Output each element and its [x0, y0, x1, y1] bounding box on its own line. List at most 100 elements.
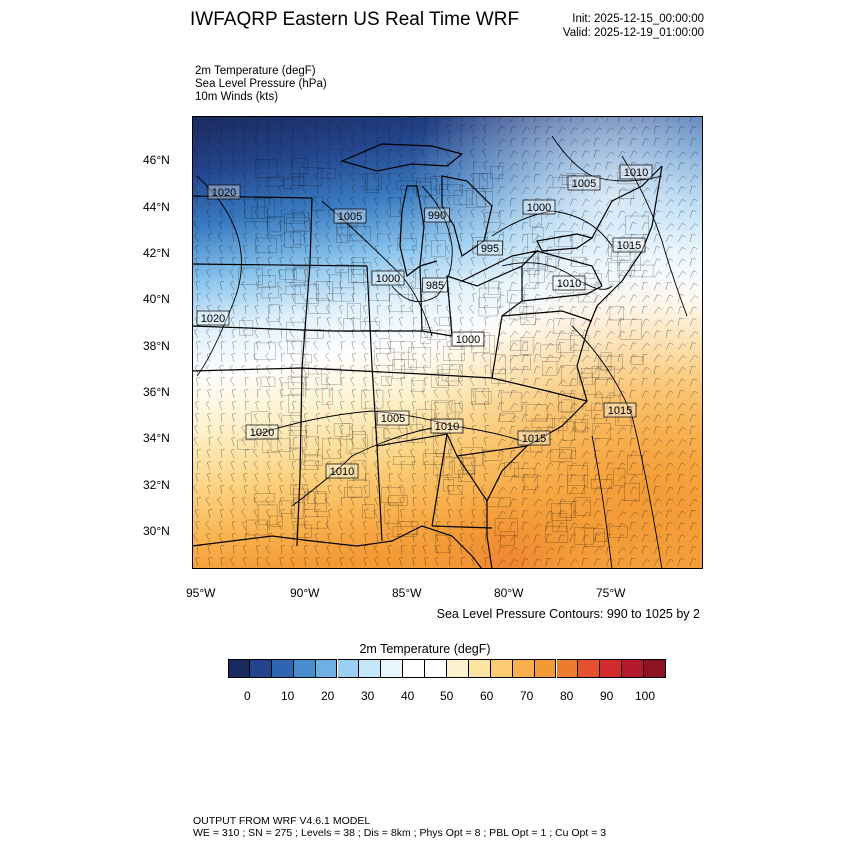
svg-text:1010: 1010 — [624, 167, 648, 179]
lake-michigan — [399, 185, 425, 278]
colorbar-swatch — [468, 659, 491, 678]
colorbar-swatch — [293, 659, 316, 678]
lat-label: 46°N — [143, 153, 170, 167]
colorbar-swatch — [512, 659, 535, 678]
chart-title: IWFAQRP Eastern US Real Time WRF — [190, 9, 520, 30]
pressure-label: 1015 — [603, 402, 637, 418]
svg-text:1010: 1010 — [330, 466, 354, 478]
colorbar-tick: 60 — [480, 689, 494, 703]
valid-time: Valid: 2025-12-19_01:00:00 — [562, 27, 704, 39]
colorbar-swatch — [315, 659, 338, 678]
svg-text:1000: 1000 — [456, 334, 480, 346]
colorbar-swatch — [490, 659, 513, 678]
lon-label: 85°W — [392, 586, 422, 600]
colorbar-tick: 0 — [244, 689, 251, 703]
colorbar-swatch — [447, 659, 469, 678]
lat-label: 44°N — [143, 200, 170, 214]
weather-map: 1020 1005 990 995 1000 1005 1010 1015 1010 1000 98… — [192, 116, 703, 569]
colorbar-tick: 100 — [635, 689, 656, 703]
colorbar-tick: 50 — [440, 689, 454, 703]
lon-label: 75°W — [596, 586, 626, 600]
colorbar-tick: 30 — [361, 689, 375, 703]
pressure-label: 1015 — [517, 430, 551, 446]
colorbar-swatch — [534, 659, 557, 678]
colorbar — [228, 659, 666, 678]
coastline-east — [486, 165, 663, 569]
colorbar-swatch — [578, 659, 601, 678]
field-label-pressure: Sea Level Pressure (hPa) — [195, 78, 327, 90]
pressure-label: 990 — [424, 207, 450, 223]
pressure-labels: 1020 1005 990 995 1000 1005 1010 1015 1010 1000 98… — [196, 164, 653, 479]
svg-text:1000: 1000 — [376, 273, 400, 285]
lake-huron — [441, 175, 493, 257]
colorbar-tick: 10 — [281, 689, 295, 703]
pressure-label: 985 — [422, 277, 448, 293]
colorbar-swatch — [600, 659, 623, 678]
colorbar-swatch — [425, 659, 447, 678]
colorbar-swatch — [228, 659, 250, 678]
colorbar-swatch — [403, 659, 426, 678]
pressure-label: 1000 — [451, 331, 485, 347]
svg-text:1015: 1015 — [617, 240, 641, 252]
lat-label: 40°N — [143, 292, 170, 306]
pressure-label: 995 — [477, 240, 503, 256]
svg-text:1005: 1005 — [338, 211, 362, 223]
field-label-winds: 10m Winds (kts) — [195, 91, 279, 103]
colorbar-tick: 70 — [520, 689, 534, 703]
colorbar-swatch — [644, 659, 666, 678]
pressure-label: 1020 — [196, 310, 230, 326]
colorbar-swatch — [381, 659, 404, 678]
svg-text:995: 995 — [481, 243, 499, 255]
colorbar-swatch — [622, 659, 645, 678]
lake-erie — [460, 250, 539, 287]
pressure-label: 1005 — [333, 208, 367, 224]
footer-config: WE = 310 ; SN = 275 ; Levels = 38 ; Dis … — [193, 827, 607, 839]
field-label-temperature: 2m Temperature (degF) — [195, 65, 316, 77]
lake-superior — [340, 143, 464, 172]
lat-label: 34°N — [143, 431, 170, 445]
svg-text:1010: 1010 — [435, 421, 459, 433]
svg-text:1015: 1015 — [608, 405, 632, 417]
svg-text:1005: 1005 — [572, 178, 596, 190]
state-boundaries — [192, 143, 663, 569]
pressure-label: 1010 — [552, 275, 586, 291]
colorbar-swatch — [556, 659, 579, 678]
svg-text:1010: 1010 — [557, 278, 581, 290]
svg-text:990: 990 — [428, 210, 446, 222]
pressure-label: 1015 — [612, 237, 646, 253]
pressure-label: 1000 — [371, 270, 405, 286]
map-border — [192, 116, 703, 569]
pressure-label: 1020 — [207, 184, 241, 200]
svg-text:1020: 1020 — [201, 313, 225, 325]
pressure-label: 1005 — [567, 175, 601, 191]
pressure-label: 1010 — [325, 463, 359, 479]
colorbar-swatch — [359, 659, 382, 678]
footer-model: OUTPUT FROM WRF V4.6.1 MODEL — [193, 815, 371, 827]
coastline-gulf — [192, 525, 483, 569]
lon-label: 95°W — [186, 586, 216, 600]
lat-label: 38°N — [143, 339, 170, 353]
lat-label: 30°N — [143, 524, 170, 538]
lake-ontario — [536, 233, 594, 252]
svg-text:1020: 1020 — [212, 187, 236, 199]
pressure-label: 1010 — [430, 418, 464, 434]
colorbar-swatch — [337, 659, 360, 678]
init-time: Init: 2025-12-15_00:00:00 — [572, 13, 704, 25]
lon-label: 80°W — [494, 586, 524, 600]
contour-note: Sea Level Pressure Contours: 990 to 1025… — [436, 607, 700, 621]
colorbar-tick: 90 — [600, 689, 614, 703]
lat-label: 36°N — [143, 385, 170, 399]
colorbar-swatch — [249, 659, 272, 678]
svg-text:1015: 1015 — [522, 433, 546, 445]
svg-text:1000: 1000 — [527, 202, 551, 214]
pressure-label: 1000 — [522, 199, 556, 215]
colorbar-tick: 40 — [401, 689, 415, 703]
lat-label: 32°N — [143, 478, 170, 492]
lon-label: 90°W — [290, 586, 320, 600]
svg-text:985: 985 — [426, 280, 444, 292]
colorbar-tick: 80 — [560, 689, 574, 703]
lat-label: 42°N — [143, 246, 170, 260]
colorbar-tick: 20 — [321, 689, 335, 703]
pressure-label: 1005 — [376, 410, 410, 426]
colorbar-title: 2m Temperature (degF) — [359, 642, 491, 656]
